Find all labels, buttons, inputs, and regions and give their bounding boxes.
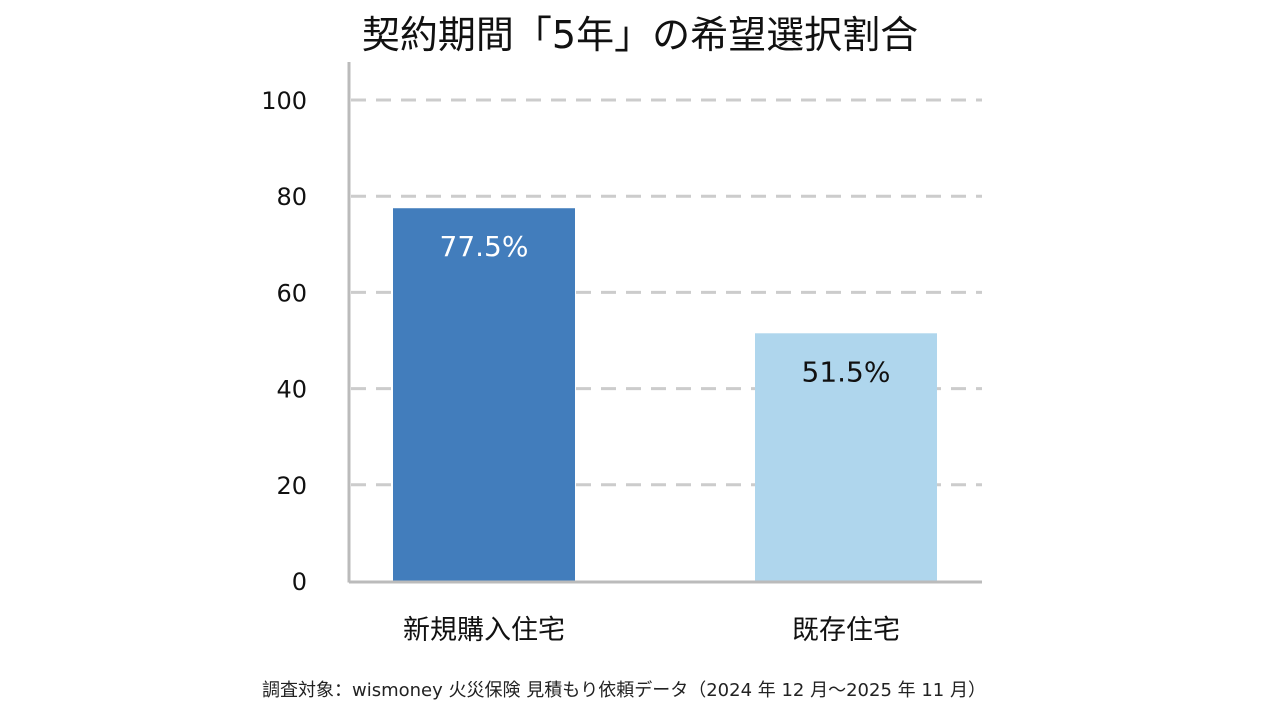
labels: 0 20 40 60 80 100 77.5% 新規購入住宅 51.5% 既存住宅 <box>261 87 900 646</box>
value-label: 77.5% <box>440 230 529 263</box>
y-tick-label: 20 <box>276 472 307 500</box>
bar <box>755 333 937 581</box>
bar <box>393 208 575 581</box>
y-tick-label: 40 <box>276 376 307 404</box>
x-tick-label: 新規購入住宅 <box>403 615 565 646</box>
source-note: 調査対象：wismoney 火災保険 見積もり依頼データ（2024 年 12 月… <box>262 680 986 701</box>
x-tick-label: 既存住宅 <box>792 615 900 646</box>
y-tick-label: 80 <box>276 183 307 211</box>
y-tick-label: 0 <box>292 568 307 596</box>
y-tick-label: 100 <box>261 87 307 115</box>
axes <box>347 62 982 584</box>
chart-title: 契約期間「5年」の希望選択割合 <box>361 13 919 57</box>
bars <box>393 208 937 581</box>
value-label: 51.5% <box>802 355 891 388</box>
y-tick-label: 60 <box>276 279 307 307</box>
